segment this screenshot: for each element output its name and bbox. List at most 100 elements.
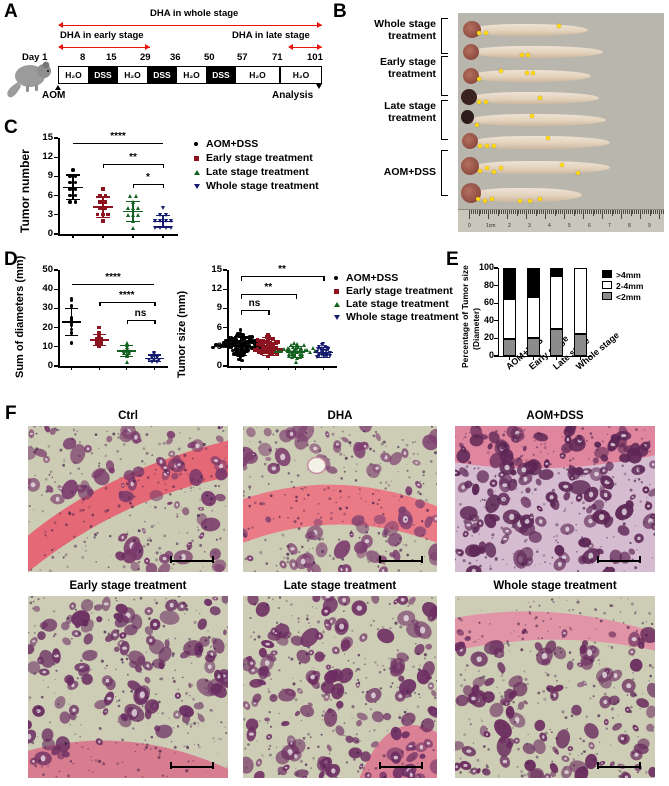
data-point [214, 343, 218, 348]
tumor-marker [576, 171, 580, 175]
y-tick-mark [54, 346, 58, 348]
timeline-tick-29: 29 [140, 52, 151, 63]
tumor-marker [530, 114, 534, 118]
ruler-tick [590, 210, 592, 214]
data-point [322, 353, 327, 358]
ruler-tick [571, 210, 573, 214]
ruler-tick [603, 210, 605, 214]
scale-bar [170, 560, 214, 563]
x-axis [58, 234, 178, 236]
legend-marker [334, 302, 340, 307]
ruler-tick [575, 210, 577, 214]
data-point [219, 344, 223, 348]
tissue-background [455, 611, 655, 651]
data-point [236, 331, 240, 336]
data-point [242, 341, 247, 345]
data-point [237, 339, 242, 344]
panel-b-bracket-late [441, 100, 448, 140]
data-point [250, 346, 255, 350]
data-point [268, 349, 273, 353]
data-point [229, 335, 234, 340]
data-point [157, 358, 162, 363]
colon-specimen [470, 188, 582, 202]
error-cap [92, 334, 106, 336]
ruler-tick [484, 210, 486, 214]
data-point [133, 193, 138, 198]
tumor-marker [528, 199, 532, 203]
data-point [73, 187, 78, 191]
data-point [103, 193, 108, 198]
data-point [316, 347, 321, 352]
ruler-label: 8 [628, 223, 631, 229]
legend-swatch [602, 270, 612, 278]
ruler-tick [607, 210, 609, 214]
data-point [245, 335, 249, 340]
colon-head [461, 110, 474, 124]
data-point [227, 339, 231, 343]
panel-b-bracket-aomdss [441, 150, 448, 196]
colon-specimen [470, 136, 610, 149]
data-point [97, 325, 101, 330]
y-tick-mark [223, 307, 227, 310]
ruler-tick [545, 210, 546, 219]
ruler-tick [507, 210, 508, 219]
panel-f-letter: F [5, 403, 17, 424]
ruler-tick [657, 210, 659, 214]
y-tick-mark [54, 307, 58, 310]
tumor-marker [490, 197, 494, 201]
scale-bar-cap [597, 762, 600, 769]
significance-bar [240, 276, 324, 277]
data-point [234, 341, 239, 346]
y-tick-label: 100 [478, 262, 494, 272]
arrow-late-right-head [317, 44, 322, 50]
data-point [240, 338, 244, 343]
ruler-tick [516, 210, 518, 216]
significance-tick [240, 310, 243, 315]
ruler-tick [583, 210, 584, 219]
timeline-seg-dss-2: DSS [148, 66, 176, 84]
ruler-tick [522, 210, 524, 214]
y-tick-mark [494, 320, 498, 322]
panel-d-left-plot: 0 10 20 30 40 50 **** **** ns [0, 250, 180, 390]
scale-bar-cap [379, 556, 382, 563]
data-point [241, 348, 245, 352]
ruler-tick [659, 210, 660, 219]
x-tick-mark [556, 356, 558, 360]
data-point [255, 342, 260, 347]
ruler-tick [512, 210, 514, 214]
data-point [229, 341, 234, 346]
data-point [241, 352, 245, 357]
histology-image-ctrl [28, 426, 228, 572]
error-cap [261, 355, 275, 357]
data-point [268, 341, 273, 345]
y-tick-mark [54, 269, 58, 271]
ruler-tick [514, 210, 516, 214]
gland-structures [28, 426, 228, 572]
ruler-tick [655, 210, 657, 214]
stacked-bar-segment [526, 297, 540, 338]
y-tick-mark [494, 302, 498, 304]
label-dha-late-stage: DHA in late stage [232, 30, 310, 41]
data-point [279, 349, 284, 354]
tumor-marker [526, 53, 530, 57]
data-point [125, 206, 130, 211]
error-bar [126, 345, 128, 357]
colon-head [463, 44, 479, 60]
panel-e-plot: 0 20 40 60 80 100 AOM+DSS Early stage Late stage… [430, 250, 669, 390]
ruler-tick [617, 210, 619, 214]
significance-label: ** [278, 264, 286, 275]
ruler-tick [501, 210, 503, 214]
timeline-tick-15: 15 [106, 52, 117, 63]
tumor-marker [484, 100, 488, 104]
data-point [232, 336, 236, 341]
error-bar [240, 336, 242, 356]
ruler-tick [543, 210, 545, 214]
arrow-early-right-head [145, 44, 150, 50]
data-point [237, 350, 242, 355]
timeline-tick-101: 101 [307, 52, 323, 63]
scale-bar [379, 766, 423, 769]
arrow-late-stage [292, 47, 322, 48]
data-point [237, 357, 242, 362]
error-bar [322, 347, 324, 358]
